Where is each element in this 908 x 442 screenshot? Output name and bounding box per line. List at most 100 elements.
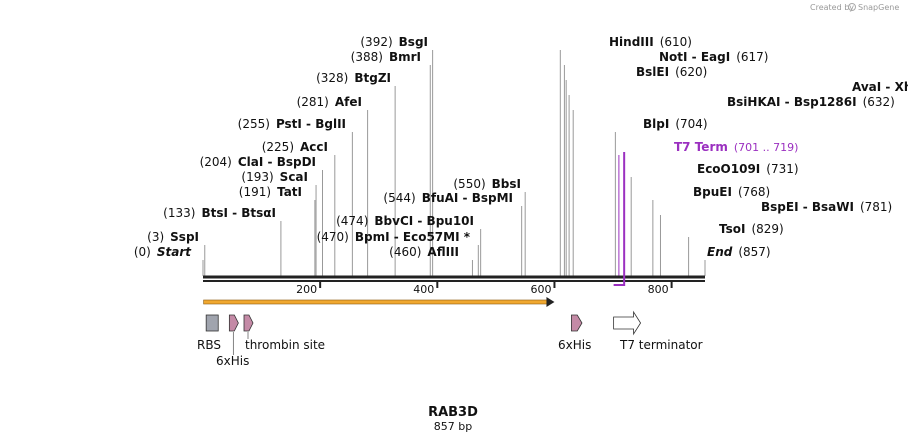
site-name: BslEI xyxy=(636,65,669,79)
site-name: BtgZI xyxy=(354,71,391,85)
site-bspei[interactable]: BspEI - BsaWI (781) xyxy=(659,200,892,276)
site-position: (470) xyxy=(317,230,349,244)
site-label: HindIII (610) xyxy=(609,35,692,49)
feature-6xhis-c[interactable]: 6xHis xyxy=(558,314,591,352)
site-afliii[interactable]: (460) AflIII xyxy=(389,245,473,276)
site-label: BsiHKAI - Bsp1286I (632) xyxy=(727,95,895,109)
site-position: (225) xyxy=(262,140,294,154)
feature-arrow-icon xyxy=(243,314,254,332)
site-bpuei[interactable]: BpuEI (768) xyxy=(652,185,770,276)
site-bsihkai[interactable]: BsiHKAI - Bsp1286I (632) xyxy=(572,95,895,276)
site-label: BspEI - BsaWI (781) xyxy=(761,200,892,214)
site-position: (474) xyxy=(336,214,368,228)
site-label: BlpI (704) xyxy=(643,117,708,131)
site-name: BpmI - Eco57MI * xyxy=(355,230,471,244)
site-label: (392) BsgI xyxy=(360,35,428,49)
site-name: BlpI xyxy=(643,117,669,131)
site-label: BpuEI (768) xyxy=(693,185,770,199)
site-position: (191) xyxy=(239,185,271,199)
site-acci[interactable]: (225) AccI xyxy=(262,140,336,276)
site-end[interactable]: End (857) xyxy=(704,245,771,276)
rbs-box-icon xyxy=(205,314,219,332)
site-name: T7 Term xyxy=(674,140,728,154)
site-label: (388) BmrI xyxy=(351,50,421,64)
feature-label: 6xHis xyxy=(558,338,591,352)
site-name: SspI xyxy=(170,230,199,244)
axis-tick-label: 200 xyxy=(296,283,317,296)
site-t7-term[interactable]: T7 Term (701 .. 719) xyxy=(618,140,799,276)
site-name: BtsI - BtsαI xyxy=(201,206,276,220)
site-name: AfeI xyxy=(335,95,362,109)
site-sspi[interactable]: (3) SspI xyxy=(147,230,206,276)
site-name: AvaI - XhoI - BsoBI - PspXI - PaeR7I xyxy=(852,80,908,94)
site-hindiii[interactable]: HindIII (610) xyxy=(559,35,692,276)
site-bslei[interactable]: BslEI (620) xyxy=(565,65,707,276)
site-start[interactable]: (0) Start xyxy=(134,245,204,276)
site-position: (544) xyxy=(383,191,415,205)
map-title: RAB3D xyxy=(428,405,478,420)
site-tsoi[interactable]: TsoI (829) xyxy=(688,222,784,276)
site-bbsi[interactable]: (550) BbsI xyxy=(453,177,526,276)
site-position: (193) xyxy=(241,170,273,184)
site-name: BbsI xyxy=(492,177,521,191)
feature-label: thrombin site xyxy=(245,338,325,352)
site-name: Start xyxy=(157,245,192,259)
site-bmri[interactable]: (388) BmrI xyxy=(351,50,431,276)
site-name: HindIII xyxy=(609,35,654,49)
site-name: AccI xyxy=(300,140,328,154)
site-psti[interactable]: (255) PstI - BglII xyxy=(238,117,353,276)
site-position: (731) xyxy=(766,162,798,176)
orf-bar[interactable] xyxy=(203,299,549,305)
site-afei[interactable]: (281) AfeI xyxy=(297,95,369,276)
site-name: NotI - EagI xyxy=(659,50,730,64)
site-position: (857) xyxy=(738,245,770,259)
site-label: (0) Start xyxy=(134,245,192,259)
site-clai[interactable]: (204) ClaI - BspDI xyxy=(200,155,323,276)
site-name: End xyxy=(707,245,733,259)
site-btsi[interactable]: (133) BtsI - BtsαI xyxy=(163,206,282,276)
site-position: (392) xyxy=(360,35,392,49)
feature-label: RBS xyxy=(197,338,221,352)
site-label: (544) BfuAI - BspMI xyxy=(383,191,513,205)
t7-term-bracket xyxy=(613,152,626,286)
feature-thrombin-site[interactable]: thrombin site xyxy=(243,314,325,352)
site-bfuai[interactable]: (544) BfuAI - BspMI xyxy=(383,191,523,276)
site-name: AflIII xyxy=(427,245,459,259)
site-label: (281) AfeI xyxy=(297,95,362,109)
site-ecoo109i[interactable]: EcoO109I (731) xyxy=(630,162,799,276)
site-label: AvaI - XhoI - BsoBI - PspXI - PaeR7I(625… xyxy=(852,80,908,94)
site-name: BsiHKAI - Bsp1286I xyxy=(727,95,857,109)
site-bpmi[interactable]: (470) BpmI - Eco57MI * xyxy=(317,230,479,276)
feature-t7-terminator[interactable]: T7 terminator xyxy=(613,310,703,352)
site-label: BslEI (620) xyxy=(636,65,707,79)
site-label: (255) PstI - BglII xyxy=(238,117,346,131)
site-blpi[interactable]: BlpI (704) xyxy=(614,117,708,276)
feature-6xhis-n[interactable]: 6xHis xyxy=(216,314,249,368)
site-scai[interactable]: (193) ScaI xyxy=(241,170,317,276)
feature-label: T7 terminator xyxy=(619,338,703,352)
site-name: BfuAI - BspMI xyxy=(422,191,513,205)
site-position: (281) xyxy=(297,95,329,109)
site-label: NotI - EagI (617) xyxy=(659,50,768,64)
feature-track: RBS 6xHis thrombin site 6xHis T7 terminator xyxy=(197,297,703,368)
site-tati[interactable]: (191) TatI xyxy=(239,185,316,276)
site-label: EcoO109I (731) xyxy=(697,162,799,176)
restriction-sites: (0) Start(3) SspI (133) BtsI - BtsαI (191) Tat… xyxy=(134,35,908,276)
feature-rbs[interactable]: RBS xyxy=(197,314,221,352)
site-name: BspEI - BsaWI xyxy=(761,200,854,214)
site-position: (704) xyxy=(675,117,707,131)
site-label: (328) BtgZI xyxy=(316,71,391,85)
site-bbvci[interactable]: (474) BbvCI - Bpu10I xyxy=(336,214,482,276)
site-label: (204) ClaI - BspDI xyxy=(200,155,316,169)
site-label: (474) BbvCI - Bpu10I xyxy=(336,214,474,228)
site-avai[interactable]: AvaI - XhoI - BsoBI - PspXI - PaeR7I(625… xyxy=(568,80,908,276)
site-position: (829) xyxy=(751,222,783,236)
site-name: PstI - BglII xyxy=(276,117,346,131)
feature-label: 6xHis xyxy=(216,354,249,368)
site-btgzi[interactable]: (328) BtgZI xyxy=(316,71,396,276)
site-position: (550) xyxy=(453,177,485,191)
site-noti[interactable]: NotI - EagI (617) xyxy=(563,50,768,276)
site-bsgi[interactable]: (392) BsgI xyxy=(360,35,434,276)
site-position: (388) xyxy=(351,50,383,64)
